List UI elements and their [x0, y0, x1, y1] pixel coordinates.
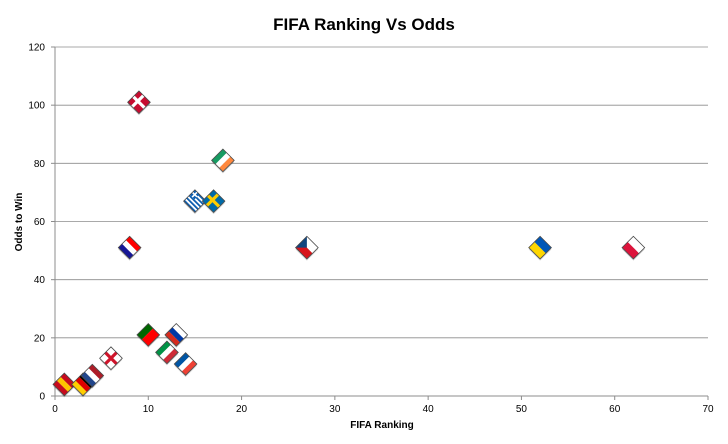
x-tick-label: 20 [236, 404, 248, 415]
flag-netherlands-icon [80, 363, 105, 389]
x-axis-title: FIFA Ranking [350, 420, 414, 431]
y-tick-label: 40 [34, 275, 46, 286]
chart-title: FIFA Ranking Vs Odds [273, 15, 455, 34]
flag-ireland-icon [211, 148, 235, 174]
gridlines [55, 46, 708, 339]
axes [51, 46, 709, 400]
x-tick-label: 0 [52, 404, 58, 415]
flag-england-icon [99, 346, 123, 372]
y-tick-label: 0 [39, 392, 45, 403]
x-tick-label: 60 [609, 404, 621, 415]
y-tick-label: 60 [34, 217, 46, 228]
y-tick-label: 80 [34, 159, 46, 170]
y-tick-label: 100 [28, 101, 45, 112]
x-tick-label: 10 [143, 404, 155, 415]
y-tick-label: 120 [28, 43, 45, 54]
y-axis-title: Odds to Win [14, 193, 25, 252]
x-tick-labels: 0 10 20 30 40 50 60 70 [52, 404, 714, 415]
x-tick-label: 30 [329, 404, 341, 415]
x-tick-label: 40 [423, 404, 435, 415]
y-tick-label: 20 [34, 333, 46, 344]
x-tick-label: 70 [702, 404, 714, 415]
x-tick-label: 50 [516, 404, 528, 415]
y-tick-labels: 0 20 40 60 80 100 120 [28, 43, 45, 403]
